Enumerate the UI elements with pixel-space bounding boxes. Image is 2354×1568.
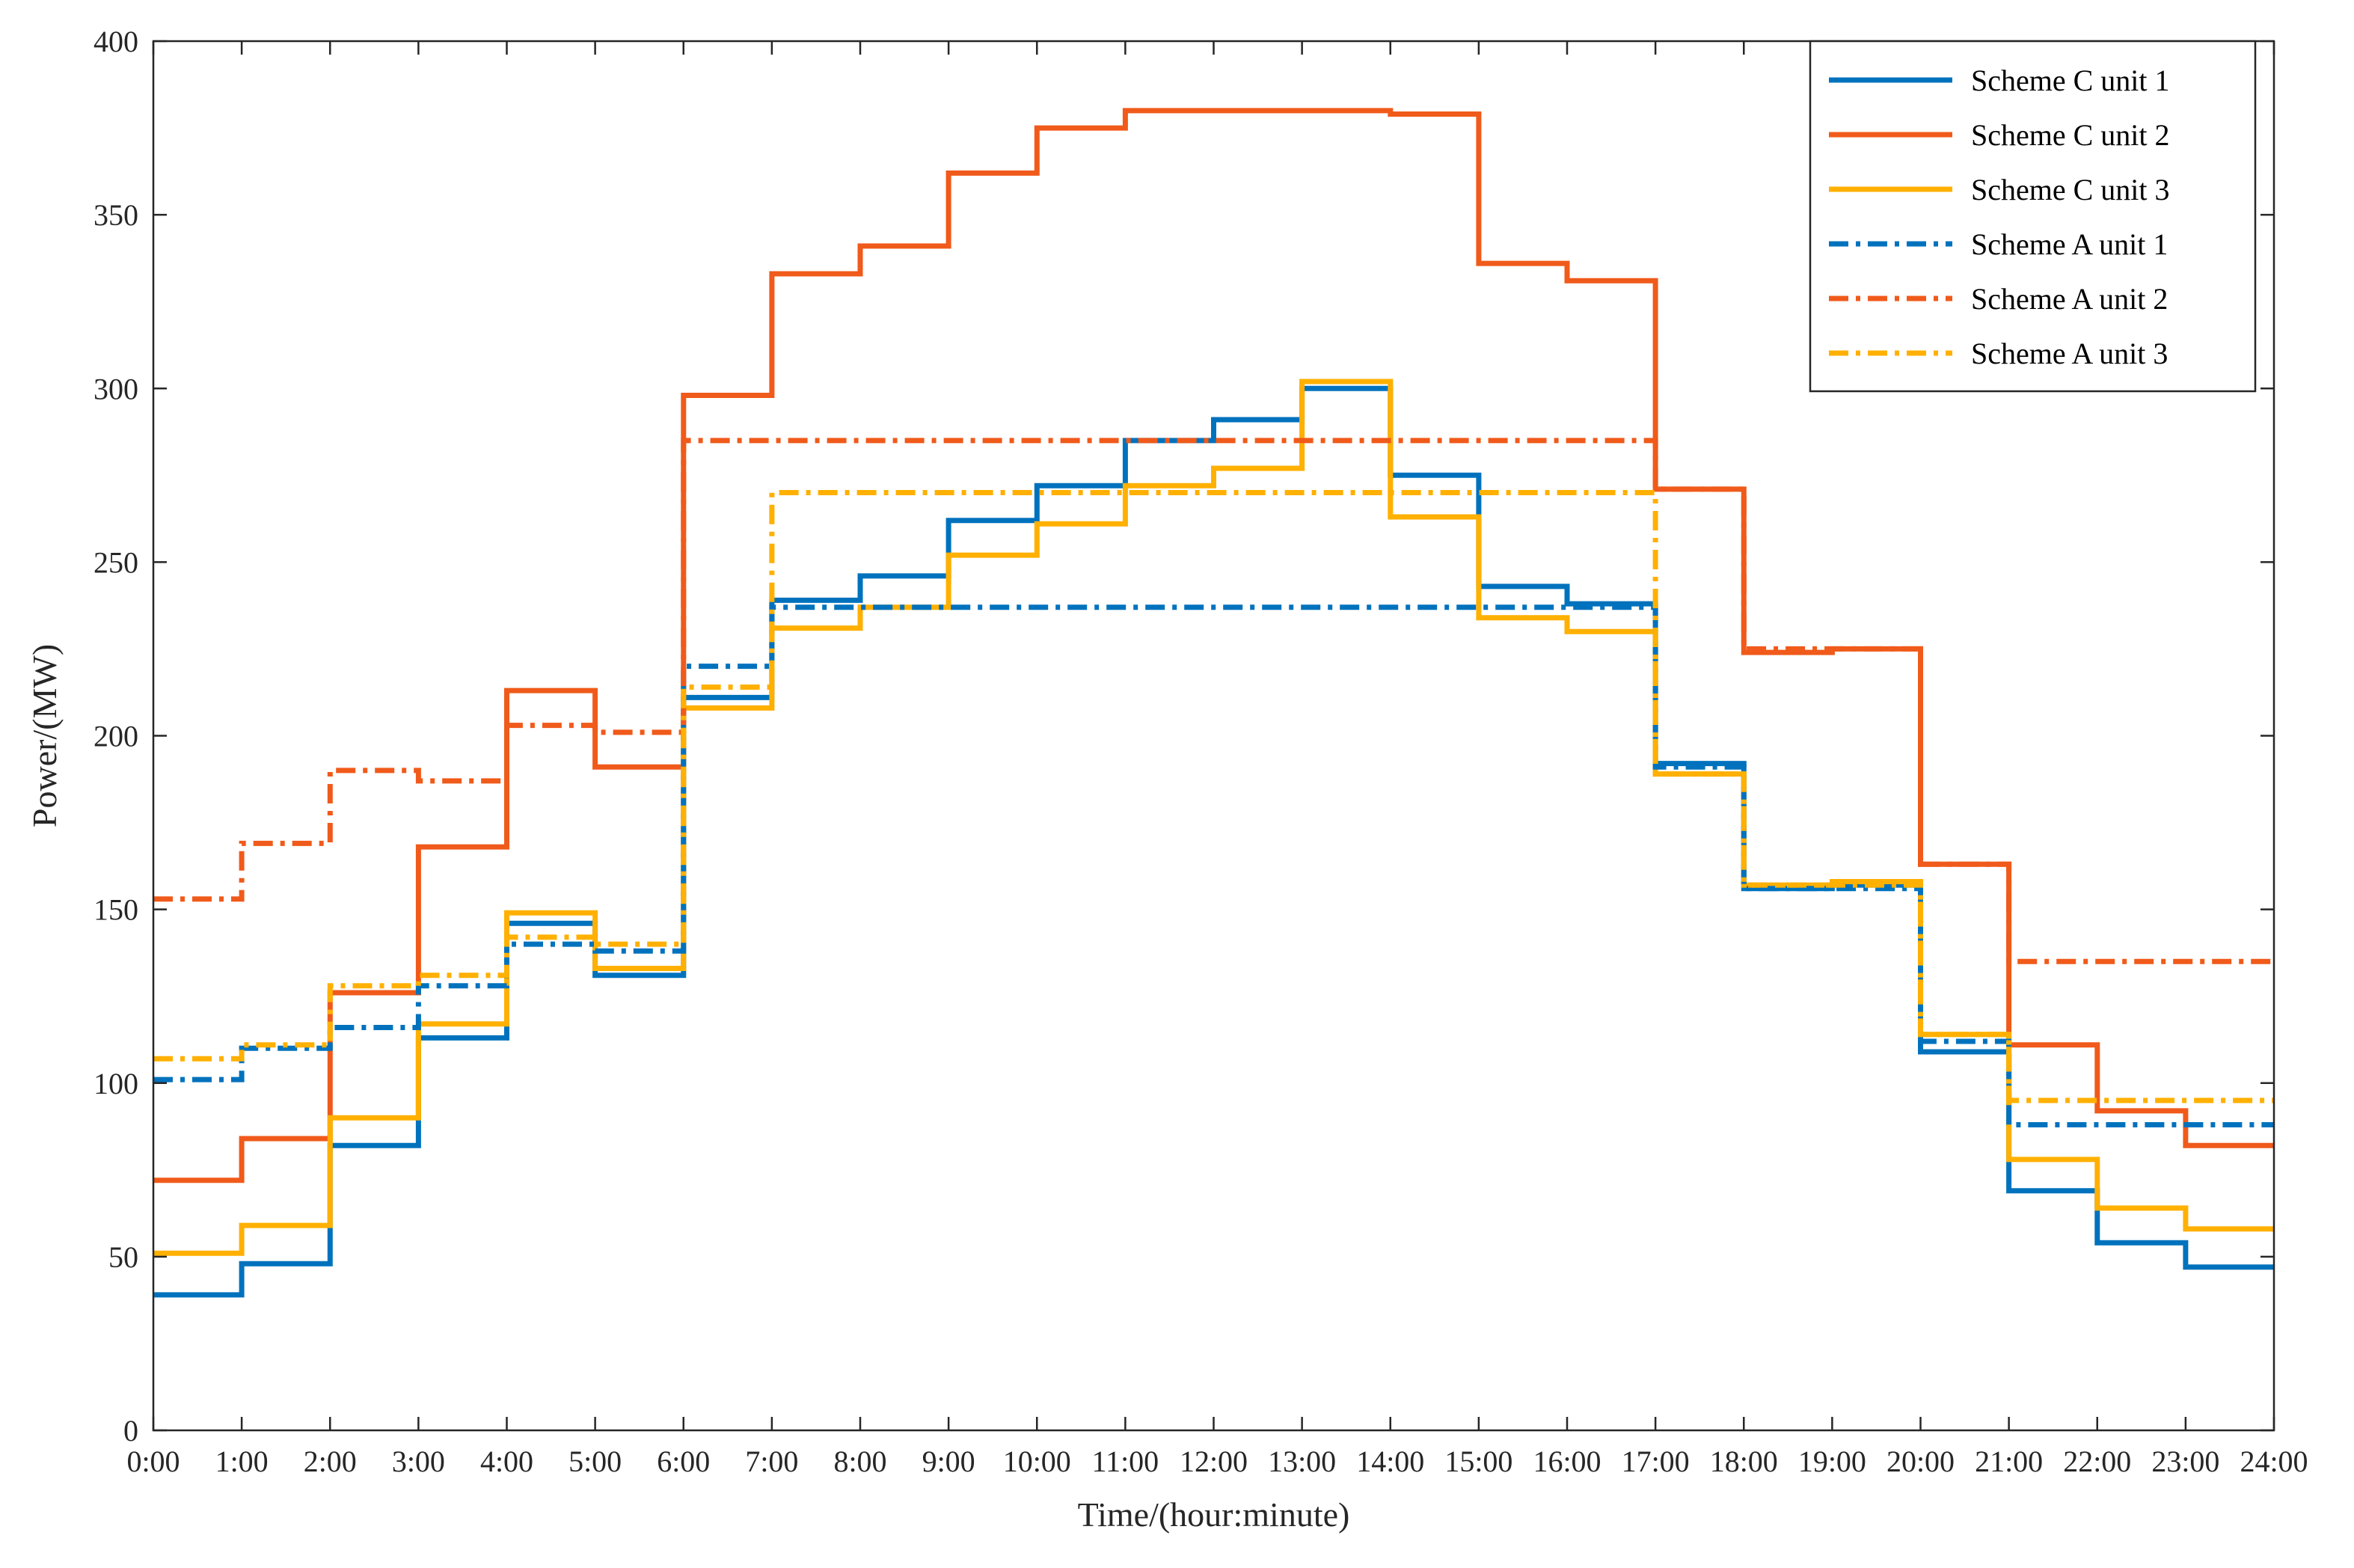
x-tick-label: 11:00 <box>1092 1445 1159 1478</box>
legend-label-5: Scheme A unit 2 <box>1971 282 2168 316</box>
x-tick-label: 15:00 <box>1444 1445 1512 1478</box>
y-tick-label: 200 <box>94 720 138 753</box>
y-tick-label: 250 <box>94 545 138 579</box>
x-tick-label: 10:00 <box>1003 1445 1071 1478</box>
legend-label-6: Scheme A unit 3 <box>1971 337 2168 370</box>
legend-label-3: Scheme C unit 3 <box>1971 173 2170 206</box>
x-tick-label: 20:00 <box>1886 1445 1955 1478</box>
series-line-3 <box>153 379 2274 1256</box>
x-tick-label: 9:00 <box>922 1445 975 1478</box>
x-tick-label: 7:00 <box>745 1445 798 1478</box>
legend-box <box>1809 40 2257 393</box>
x-tick-label: 19:00 <box>1798 1445 1866 1478</box>
y-tick-label: 100 <box>94 1067 138 1100</box>
x-tick-label: 24:00 <box>2240 1445 2308 1478</box>
x-tick-label: 13:00 <box>1268 1445 1336 1478</box>
y-tick-label: 50 <box>108 1240 138 1274</box>
x-tick-label: 14:00 <box>1356 1445 1424 1478</box>
y-tick-label: 150 <box>94 893 138 927</box>
legend-label-1: Scheme C unit 1 <box>1971 64 2170 97</box>
legend-label-4: Scheme A unit 1 <box>1971 227 2168 261</box>
x-tick-label: 1:00 <box>215 1445 269 1478</box>
x-tick-label: 18:00 <box>1710 1445 1778 1478</box>
x-tick-label: 17:00 <box>1622 1445 1690 1478</box>
x-tick-label: 21:00 <box>1975 1445 2043 1478</box>
y-axis-title: Power/(MW) <box>25 644 64 827</box>
x-tick-label: 6:00 <box>657 1445 710 1478</box>
legend: Scheme C unit 1 Scheme C unit 2 Scheme C u… <box>1809 40 2257 393</box>
series-line-5 <box>153 438 2274 964</box>
series-layer <box>153 108 2274 1298</box>
y-tick-label: 300 <box>94 372 138 405</box>
series-line-6 <box>153 490 2274 1103</box>
x-tick-label: 4:00 <box>480 1445 533 1478</box>
x-tick-label: 3:00 <box>392 1445 445 1478</box>
x-tick-label: 5:00 <box>568 1445 622 1478</box>
x-tick-label: 8:00 <box>833 1445 886 1478</box>
x-tick-label: 0:00 <box>126 1445 180 1478</box>
legend-label-2: Scheme C unit 2 <box>1971 118 2170 152</box>
x-axis-title: Time/(hour:minute) <box>1078 1495 1350 1534</box>
x-tick-label: 23:00 <box>2151 1445 2219 1478</box>
x-tick-label: 22:00 <box>2063 1445 2131 1478</box>
y-tick-label: 350 <box>94 198 138 232</box>
y-tick-label: 0 <box>123 1414 138 1448</box>
x-tick-label: 12:00 <box>1180 1445 1248 1478</box>
y-tick-label: 400 <box>94 25 138 58</box>
x-tick-label: 2:00 <box>304 1445 357 1478</box>
ticks-layer: 0:00 1:00 2:00 3:00 4:00 5:00 6:00 7:00 8:00 9:00… <box>94 25 2308 1478</box>
x-tick-label: 16:00 <box>1533 1445 1601 1478</box>
series-line-4 <box>153 604 2274 1127</box>
